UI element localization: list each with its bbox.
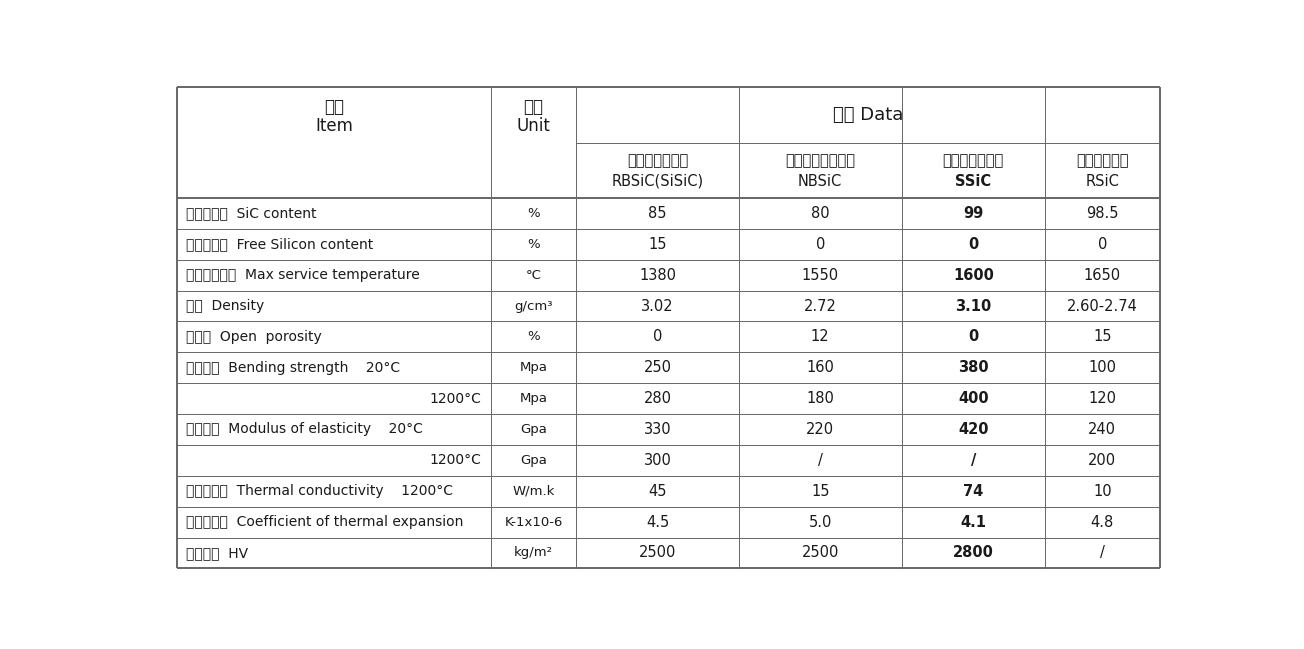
- Text: SSiC: SSiC: [956, 173, 991, 189]
- Text: 密度  Density: 密度 Density: [186, 299, 265, 313]
- Text: 2500: 2500: [639, 545, 677, 561]
- Text: 2800: 2800: [953, 545, 994, 561]
- Text: 74: 74: [964, 484, 983, 498]
- Text: 85: 85: [648, 206, 666, 221]
- Text: 2500: 2500: [802, 545, 838, 561]
- Text: g/cm³: g/cm³: [514, 300, 553, 313]
- Text: 12: 12: [811, 330, 829, 345]
- Text: 碳化硅含量  SiC content: 碳化硅含量 SiC content: [186, 206, 317, 221]
- Text: 220: 220: [806, 422, 835, 437]
- Text: 10: 10: [1093, 484, 1111, 498]
- Text: 15: 15: [1093, 330, 1111, 345]
- Text: Unit: Unit: [516, 117, 550, 134]
- Text: 最高使用温度  Max service temperature: 最高使用温度 Max service temperature: [186, 268, 420, 282]
- Text: 1650: 1650: [1084, 267, 1121, 283]
- Text: 单位: 单位: [523, 98, 544, 116]
- Text: K-1x10-6: K-1x10-6: [505, 515, 562, 528]
- Text: 5.0: 5.0: [808, 515, 832, 530]
- Text: 180: 180: [806, 391, 835, 406]
- Text: 330: 330: [644, 422, 672, 437]
- Text: 维氏硬度  HV: 维氏硬度 HV: [186, 546, 248, 560]
- Text: 3.02: 3.02: [642, 299, 674, 313]
- Text: /: /: [970, 453, 975, 468]
- Text: 无压烧结碳化硅: 无压烧结碳化硅: [943, 154, 1004, 169]
- Text: 300: 300: [643, 453, 672, 468]
- Text: 160: 160: [806, 360, 835, 375]
- Text: 200: 200: [1089, 453, 1116, 468]
- Text: 反应烧结碳化硅: 反应烧结碳化硅: [627, 154, 689, 169]
- Text: Mpa: Mpa: [519, 392, 548, 405]
- Text: °C: °C: [526, 269, 541, 282]
- Text: 弹性模量  Modulus of elasticity    20°C: 弹性模量 Modulus of elasticity 20°C: [186, 422, 422, 437]
- Text: 氮化硅结合碳化硅: 氮化硅结合碳化硅: [785, 154, 855, 169]
- Text: 0: 0: [968, 237, 978, 252]
- Text: 0: 0: [653, 330, 662, 345]
- Text: 3.10: 3.10: [955, 299, 991, 313]
- Text: 0: 0: [968, 330, 978, 345]
- Text: /: /: [818, 453, 823, 468]
- Text: 120: 120: [1089, 391, 1116, 406]
- Text: 1380: 1380: [639, 267, 675, 283]
- Text: RBSiC(SiSiC): RBSiC(SiSiC): [612, 173, 704, 189]
- Text: 4.5: 4.5: [645, 515, 669, 530]
- Text: 80: 80: [811, 206, 829, 221]
- Text: 400: 400: [958, 391, 988, 406]
- Text: 99: 99: [964, 206, 983, 221]
- Text: 100: 100: [1089, 360, 1116, 375]
- Text: Mpa: Mpa: [519, 361, 548, 374]
- Text: Gpa: Gpa: [520, 423, 546, 436]
- Text: 1600: 1600: [953, 267, 994, 283]
- Text: 380: 380: [958, 360, 988, 375]
- Text: 15: 15: [811, 484, 829, 498]
- Text: 1200°C: 1200°C: [429, 454, 481, 467]
- Text: 280: 280: [643, 391, 672, 406]
- Text: 重结晶碳化硅: 重结晶碳化硅: [1076, 154, 1128, 169]
- Text: Item: Item: [316, 117, 353, 134]
- Text: 15: 15: [648, 237, 666, 252]
- Text: /: /: [1099, 545, 1104, 561]
- Text: kg/m²: kg/m²: [514, 546, 553, 559]
- Text: %: %: [527, 207, 540, 220]
- Text: 抗弯强度  Bending strength    20°C: 抗弯强度 Bending strength 20°C: [186, 361, 400, 374]
- Text: 指标 Data: 指标 Data: [833, 106, 904, 124]
- Text: 1200°C: 1200°C: [429, 391, 481, 406]
- Text: 游离硅含量  Free Silicon content: 游离硅含量 Free Silicon content: [186, 238, 373, 251]
- Text: 2.72: 2.72: [803, 299, 837, 313]
- Text: 250: 250: [643, 360, 672, 375]
- Text: %: %: [527, 238, 540, 251]
- Text: 4.1: 4.1: [960, 515, 986, 530]
- Text: 项目: 项目: [323, 98, 344, 116]
- Text: 98.5: 98.5: [1086, 206, 1119, 221]
- Text: W/m.k: W/m.k: [512, 485, 554, 498]
- Text: Gpa: Gpa: [520, 454, 546, 467]
- Text: 0: 0: [1098, 237, 1107, 252]
- Text: 0: 0: [815, 237, 825, 252]
- Text: 45: 45: [648, 484, 666, 498]
- Text: RSiC: RSiC: [1085, 173, 1119, 189]
- Text: %: %: [527, 330, 540, 343]
- Text: 气孔率  Open  porosity: 气孔率 Open porosity: [186, 330, 322, 344]
- Text: 2.60-2.74: 2.60-2.74: [1067, 299, 1137, 313]
- Text: 240: 240: [1089, 422, 1116, 437]
- Text: 4.8: 4.8: [1090, 515, 1114, 530]
- Text: 热传导系数  Thermal conductivity    1200°C: 热传导系数 Thermal conductivity 1200°C: [186, 484, 454, 498]
- Text: 1550: 1550: [802, 267, 838, 283]
- Text: 热膨胀系数  Coefficient of thermal expansion: 热膨胀系数 Coefficient of thermal expansion: [186, 515, 464, 529]
- Text: NBSiC: NBSiC: [798, 173, 842, 189]
- Text: 420: 420: [958, 422, 988, 437]
